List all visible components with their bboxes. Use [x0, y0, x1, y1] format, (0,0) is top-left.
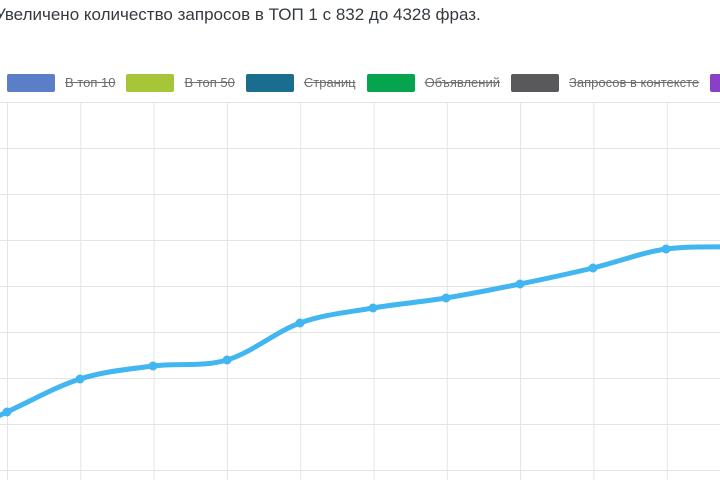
data-point-marker[interactable]	[441, 293, 451, 303]
data-point-marker[interactable]	[148, 361, 158, 371]
legend-label: В топ 50	[184, 75, 235, 90]
data-point-marker[interactable]	[661, 244, 671, 254]
data-point-marker[interactable]	[588, 263, 598, 273]
legend-label: Страниц	[303, 75, 356, 90]
legend-swatch	[245, 74, 294, 92]
legend-item-запросов-в-контексте[interactable]: Запросов в контексте	[511, 74, 699, 92]
legend-swatch	[7, 74, 55, 92]
series-line	[0, 244, 720, 418]
chart-title: Увеличено количество запросов в ТОП 1 с …	[0, 5, 481, 24]
legend-swatch	[710, 74, 720, 92]
legend-item-cropped-5[interactable]	[710, 74, 720, 92]
legend-swatch	[511, 74, 559, 92]
legend-item-в-топ-50[interactable]: В топ 50	[126, 74, 235, 92]
legend-label: В топ 10	[65, 75, 116, 90]
gridlines	[0, 102, 720, 480]
legend-label: Объявлений	[424, 75, 500, 90]
legend-swatch	[126, 74, 175, 92]
legend-item-страниц[interactable]: Страниц	[245, 74, 356, 92]
data-point-marker[interactable]	[515, 279, 525, 289]
legend-swatch	[366, 74, 415, 92]
data-point-marker[interactable]	[75, 374, 85, 384]
legend-label: Запросов в контексте	[569, 75, 700, 90]
data-point-marker[interactable]	[222, 355, 232, 365]
data-point-marker[interactable]	[2, 407, 12, 417]
data-point-marker[interactable]	[368, 303, 378, 313]
chart-legend: В топ 10 В топ 50 Страниц Объявлений Запросо…	[7, 74, 720, 92]
legend-item-объявлений[interactable]: Объявлений	[366, 74, 500, 92]
data-point-marker[interactable]	[295, 318, 305, 328]
legend-item-в-топ-10[interactable]: В топ 10	[7, 74, 115, 92]
